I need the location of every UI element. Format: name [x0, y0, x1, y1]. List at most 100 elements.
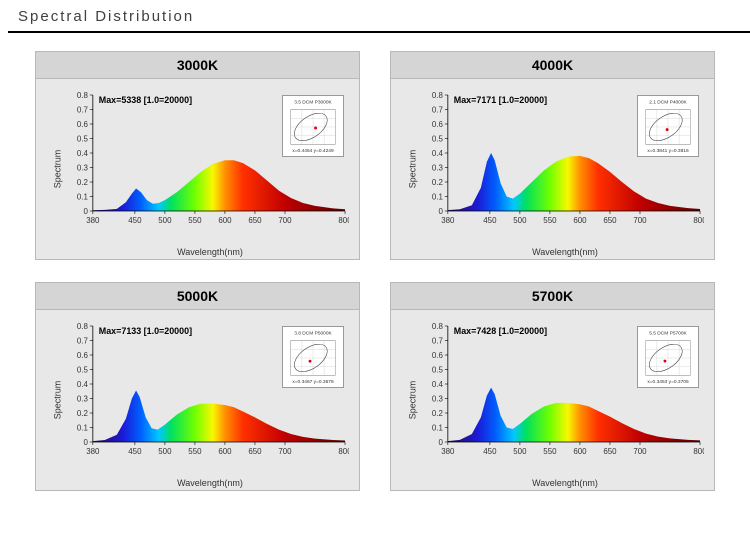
svg-text:5.5 DCM P5700K: 5.5 DCM P5700K: [649, 331, 687, 337]
header-rule: [8, 31, 750, 33]
svg-text:800: 800: [338, 447, 349, 456]
svg-text:0.1: 0.1: [77, 423, 89, 432]
svg-text:500: 500: [513, 447, 527, 456]
svg-text:0.8: 0.8: [432, 322, 444, 331]
page-title: Spectral Distribution: [0, 0, 750, 31]
svg-text:3.8 DCM P5000K: 3.8 DCM P5000K: [294, 331, 332, 337]
svg-text:0.3: 0.3: [432, 394, 444, 403]
svg-text:0.6: 0.6: [432, 351, 444, 360]
svg-text:600: 600: [218, 447, 232, 456]
chromaticity-inset: 3.8 DCM P5000K x=0.3467 y=0.3678: [282, 326, 344, 388]
svg-text:450: 450: [128, 216, 142, 225]
spectral-panel: 3000K Spectrum 0 0.1 0.2 0.3 0.4 0.5 0.6 0.7 0.8…: [35, 51, 360, 260]
svg-text:380: 380: [86, 447, 100, 456]
x-axis-label: Wavelength(nm): [426, 247, 704, 257]
svg-text:500: 500: [158, 216, 172, 225]
svg-text:500: 500: [158, 447, 172, 456]
svg-text:0.5: 0.5: [77, 134, 89, 143]
svg-text:x=0.4464 y=0.4249: x=0.4464 y=0.4249: [292, 148, 334, 154]
svg-text:Max=7428 [1.0=20000]: Max=7428 [1.0=20000]: [454, 326, 547, 336]
svg-text:0.6: 0.6: [77, 120, 89, 129]
svg-text:0.5: 0.5: [432, 134, 444, 143]
svg-text:0.8: 0.8: [432, 91, 444, 100]
y-axis-label: Spectrum: [407, 150, 417, 189]
svg-text:x=0.3841 y=0.3816: x=0.3841 y=0.3816: [647, 148, 689, 154]
svg-text:650: 650: [603, 216, 617, 225]
svg-text:600: 600: [573, 447, 587, 456]
svg-text:0.1: 0.1: [432, 423, 444, 432]
chromaticity-inset: 5.5 DCM P5700K x=0.3453 y=0.3705: [637, 326, 699, 388]
svg-text:650: 650: [603, 447, 617, 456]
svg-text:0.1: 0.1: [77, 192, 89, 201]
panel-title: 3000K: [36, 52, 359, 79]
svg-text:800: 800: [338, 216, 349, 225]
svg-text:650: 650: [248, 216, 262, 225]
svg-text:0: 0: [83, 438, 88, 447]
x-axis-label: Wavelength(nm): [426, 478, 704, 488]
spectral-panel: 5700K Spectrum 0 0.1 0.2 0.3 0.4 0.5 0.6 0.7 0.8…: [390, 282, 715, 491]
svg-text:x=0.3467 y=0.3678: x=0.3467 y=0.3678: [292, 379, 334, 385]
svg-text:0.6: 0.6: [432, 120, 444, 129]
svg-text:0.3: 0.3: [77, 163, 89, 172]
svg-text:600: 600: [573, 216, 587, 225]
svg-text:3.5 DCM P3000K: 3.5 DCM P3000K: [294, 100, 332, 106]
svg-text:650: 650: [248, 447, 262, 456]
chromaticity-inset: 3.5 DCM P3000K x=0.4464 y=0.4249: [282, 95, 344, 157]
svg-text:500: 500: [513, 216, 527, 225]
y-axis-label: Spectrum: [52, 150, 62, 189]
svg-text:0.4: 0.4: [77, 149, 89, 158]
svg-text:0.2: 0.2: [432, 178, 444, 187]
svg-text:550: 550: [188, 447, 202, 456]
panel-title: 5700K: [391, 283, 714, 310]
svg-text:380: 380: [86, 216, 100, 225]
svg-text:550: 550: [188, 216, 202, 225]
panel-grid: 3000K Spectrum 0 0.1 0.2 0.3 0.4 0.5 0.6 0.7 0.8…: [0, 51, 750, 491]
svg-text:0.8: 0.8: [77, 322, 89, 331]
spectral-panel: 4000K Spectrum 00.10.20.30.40.50.60.70.8…: [390, 51, 715, 260]
svg-text:2.1 DCM P4000K: 2.1 DCM P4000K: [649, 100, 687, 106]
svg-text:450: 450: [483, 216, 497, 225]
svg-text:380: 380: [441, 447, 455, 456]
svg-text:0.3: 0.3: [77, 394, 89, 403]
svg-text:0.2: 0.2: [432, 409, 444, 418]
svg-text:0.1: 0.1: [432, 192, 444, 201]
x-axis-label: Wavelength(nm): [71, 478, 349, 488]
svg-text:0.4: 0.4: [432, 149, 444, 158]
svg-text:0: 0: [438, 207, 443, 216]
svg-text:800: 800: [693, 447, 704, 456]
y-axis-label: Spectrum: [407, 381, 417, 420]
svg-text:0.6: 0.6: [77, 351, 89, 360]
svg-text:0: 0: [83, 207, 88, 216]
svg-text:380: 380: [441, 216, 455, 225]
svg-text:0.2: 0.2: [77, 409, 89, 418]
svg-text:700: 700: [633, 216, 647, 225]
svg-text:0.7: 0.7: [432, 336, 444, 345]
chromaticity-inset: 2.1 DCM P4000K x=0.3841 y=0.3816: [637, 95, 699, 157]
svg-text:x=0.3453 y=0.3705: x=0.3453 y=0.3705: [647, 379, 689, 385]
svg-text:450: 450: [128, 447, 142, 456]
svg-text:0: 0: [438, 438, 443, 447]
svg-text:550: 550: [543, 447, 557, 456]
svg-text:Max=5338 [1.0=20000]: Max=5338 [1.0=20000]: [99, 95, 192, 105]
svg-text:550: 550: [543, 216, 557, 225]
svg-text:0.2: 0.2: [77, 178, 89, 187]
svg-text:0.5: 0.5: [432, 365, 444, 374]
svg-text:0.7: 0.7: [77, 336, 89, 345]
svg-text:600: 600: [218, 216, 232, 225]
x-axis-label: Wavelength(nm): [71, 247, 349, 257]
svg-text:700: 700: [278, 216, 292, 225]
svg-text:0.7: 0.7: [432, 105, 444, 114]
svg-text:700: 700: [278, 447, 292, 456]
svg-text:800: 800: [693, 216, 704, 225]
svg-text:0.4: 0.4: [77, 380, 89, 389]
svg-text:0.4: 0.4: [432, 380, 444, 389]
panel-title: 4000K: [391, 52, 714, 79]
panel-title: 5000K: [36, 283, 359, 310]
svg-text:0.8: 0.8: [77, 91, 89, 100]
svg-text:0.5: 0.5: [77, 365, 89, 374]
svg-text:Max=7133 [1.0=20000]: Max=7133 [1.0=20000]: [99, 326, 192, 336]
y-axis-label: Spectrum: [52, 381, 62, 420]
svg-text:0.7: 0.7: [77, 105, 89, 114]
svg-text:450: 450: [483, 447, 497, 456]
svg-text:Max=7171 [1.0=20000]: Max=7171 [1.0=20000]: [454, 95, 547, 105]
